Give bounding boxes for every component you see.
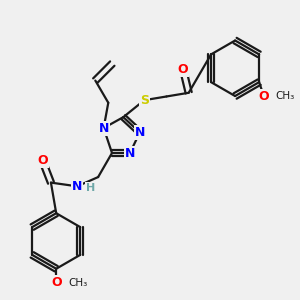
Text: O: O	[178, 63, 188, 76]
Text: CH₃: CH₃	[68, 278, 87, 288]
Text: N: N	[98, 122, 109, 134]
Text: S: S	[140, 94, 149, 107]
Text: CH₃: CH₃	[275, 91, 295, 101]
Text: O: O	[258, 89, 269, 103]
Text: O: O	[51, 276, 62, 289]
Text: H: H	[86, 183, 95, 193]
Text: N: N	[125, 146, 135, 160]
Text: N: N	[135, 126, 145, 139]
Text: O: O	[37, 154, 48, 167]
Text: N: N	[72, 180, 82, 193]
